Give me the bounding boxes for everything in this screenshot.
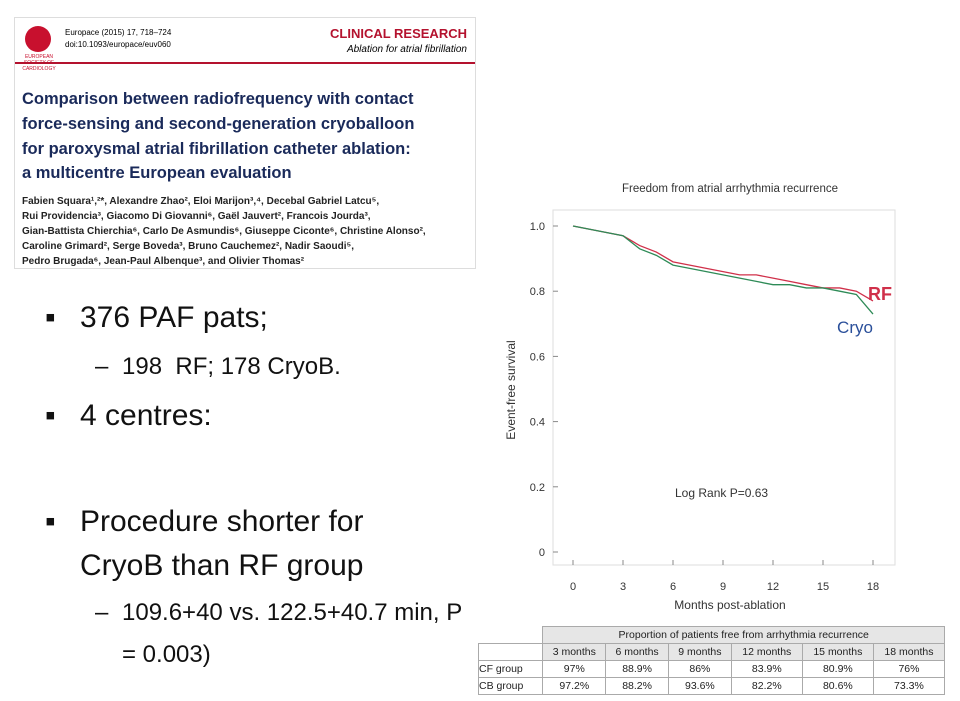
logo <box>25 26 51 52</box>
y-axis-label: Event-free survival <box>504 340 518 439</box>
table-cell: 15 months <box>801 643 874 661</box>
table-cell: 9 months <box>667 643 732 661</box>
doi: doi:10.1093/europace/euv060 <box>65 40 171 49</box>
table-row: 3 months 6 months 9 months 12 months 15 mont… <box>477 643 946 661</box>
table-cell: 88.9% <box>605 660 669 678</box>
y-tick-label: 1.0 <box>530 221 545 233</box>
y-tick-label: 0.2 <box>530 482 545 494</box>
author-line: Fabien Squara¹,²*, Alexandre Zhao², Eloi… <box>22 196 380 207</box>
plot-frame <box>552 209 896 566</box>
table-cell: 76% <box>872 660 946 678</box>
title-line: force-sensing and second-generation cryo… <box>22 115 415 133</box>
y-tick-label: 0 <box>539 547 545 559</box>
annotation: Log Rank P=0.63 <box>675 486 768 500</box>
sub-marker: – <box>95 353 109 380</box>
rule <box>15 62 475 64</box>
table-cell: 88.2% <box>605 677 669 695</box>
x-tick-label: 6 <box>670 581 676 593</box>
legend-label: Cryo <box>837 318 873 337</box>
table-cell: 83.9% <box>730 660 803 678</box>
subsection: Ablation for atrial fibrillation <box>346 44 467 55</box>
table-cell: 73.3% <box>872 677 946 695</box>
table-cell <box>477 643 544 661</box>
x-tick-label: 15 <box>817 581 829 593</box>
x-tick-label: 3 <box>620 581 626 593</box>
y-tick-label: 0.8 <box>530 286 545 298</box>
x-tick-label: 18 <box>867 581 879 593</box>
journal: Europace (2015) 17, 718–724 <box>65 28 172 37</box>
chart-title: Freedom from atrial arrhythmia recurrenc… <box>622 183 838 195</box>
bullet: 376 PAF pats; <box>80 301 268 334</box>
bullet: Procedure shorter for CryoB than RF grou… <box>80 505 364 582</box>
title-line: Comparison between radiofrequency with c… <box>22 90 414 108</box>
table-cell: 18 months <box>872 643 946 661</box>
sub-bullet: 109.6+40 vs. 122.5+40.7 min, P = 0.003) <box>122 599 462 668</box>
paper-header: EUROPEAN SOCIETY OF CARDIOLOGY Europace … <box>15 18 475 268</box>
table-cell: 93.6% <box>667 677 732 695</box>
table-row: CB group 97.2% 88.2% 93.6% 82.2% 80.6% 73.3% <box>477 677 946 695</box>
bullet-marker: ▪ <box>45 399 56 432</box>
table-cell: 12 months <box>730 643 803 661</box>
sub-bullet: 198 RF; 178 CryoB. <box>122 353 341 380</box>
author-line: Pedro Brugada⁶, Jean-Paul Albenque³, and… <box>22 256 305 267</box>
section: CLINICAL RESEARCH <box>330 26 467 41</box>
table-cell: 97.2% <box>542 677 607 695</box>
km-curve <box>572 225 874 315</box>
author-line: Rui Providencia³, Giacomo Di Giovanni⁶, … <box>22 211 371 222</box>
table-row: CF group 97% 88.9% 86% 83.9% 80.9% 76% <box>477 660 946 678</box>
table-cell <box>478 626 543 644</box>
legend-label: RF <box>868 284 892 304</box>
table-cell: 80.6% <box>801 677 874 695</box>
km-curve <box>572 225 874 302</box>
bullet-marker: ▪ <box>45 301 56 334</box>
table-cell: 86% <box>667 660 732 678</box>
table: Proportion of patients free from arrhyth… <box>477 626 946 695</box>
x-tick-label: 0 <box>570 581 576 593</box>
author-line: Caroline Grimard², Serge Boveda³, Bruno … <box>22 241 354 252</box>
y-tick-label: 0.4 <box>530 417 545 429</box>
bullet: 4 centres: <box>80 399 212 432</box>
table-cell: 3 months <box>542 643 607 661</box>
title-line: a multicentre European evaluation <box>22 164 292 182</box>
y-tick-label: 0.6 <box>530 351 545 363</box>
author-line: Gian-Battista Chierchia⁶, Carlo De Asmun… <box>22 226 426 237</box>
table-cell: 82.2% <box>730 677 803 695</box>
bullet-marker: ▪ <box>45 505 56 538</box>
x-tick-label: 12 <box>767 581 779 593</box>
sub-marker: – <box>95 599 109 626</box>
table-cell: 80.9% <box>801 660 874 678</box>
x-axis-label: Months post-ablation <box>674 598 785 612</box>
table-cell: Proportion of patients free from arrhyth… <box>542 626 945 644</box>
table-cell: 6 months <box>605 643 669 661</box>
table-row: Proportion of patients free from arrhyth… <box>478 626 945 644</box>
title-line: for paroxysmal atrial fibrillation cathe… <box>22 140 411 158</box>
table-cell: CB group <box>477 677 544 695</box>
table-cell: 97% <box>542 660 607 678</box>
x-tick-label: 9 <box>720 581 726 593</box>
table-cell: CF group <box>477 660 544 678</box>
